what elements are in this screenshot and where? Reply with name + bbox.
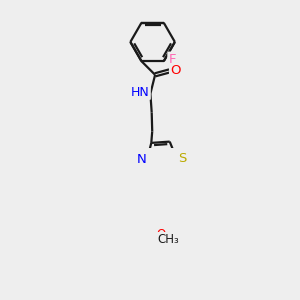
Text: CH₃: CH₃ [158,233,179,246]
Text: HN: HN [131,86,150,99]
Text: S: S [178,152,187,165]
Text: O: O [157,228,166,241]
Text: O: O [170,64,181,77]
Text: F: F [168,52,176,66]
Text: N: N [137,153,146,166]
